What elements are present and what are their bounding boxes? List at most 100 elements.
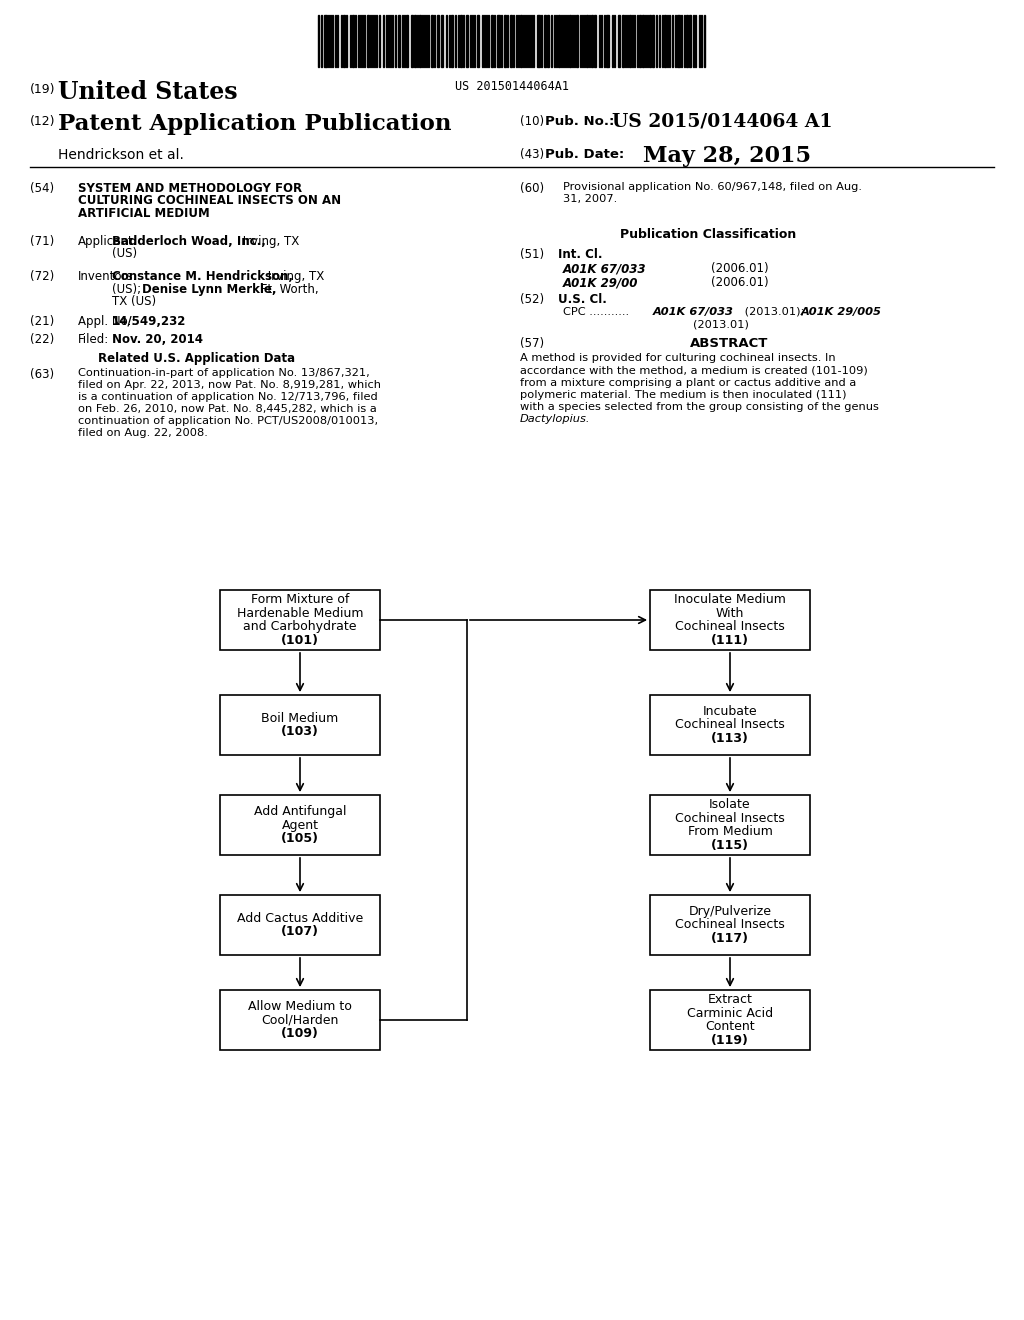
Text: from a mixture comprising a plant or cactus additive and a: from a mixture comprising a plant or cac… bbox=[520, 378, 856, 388]
Text: Content: Content bbox=[706, 1020, 755, 1034]
Text: (113): (113) bbox=[711, 733, 749, 744]
Text: United States: United States bbox=[58, 81, 238, 104]
Bar bbox=[414, 15, 416, 67]
Text: US 20150144064A1: US 20150144064A1 bbox=[455, 81, 569, 92]
Bar bbox=[642, 15, 644, 67]
Bar bbox=[652, 15, 654, 67]
Text: TX (US): TX (US) bbox=[112, 294, 156, 308]
Text: Irving, TX: Irving, TX bbox=[239, 235, 299, 248]
Text: (22): (22) bbox=[30, 333, 54, 346]
Bar bbox=[650, 795, 810, 855]
Bar bbox=[594, 15, 596, 67]
Text: A01K 67/033: A01K 67/033 bbox=[563, 261, 646, 275]
Text: A01K 29/00: A01K 29/00 bbox=[563, 276, 638, 289]
Text: Hendrickson et al.: Hendrickson et al. bbox=[58, 148, 184, 162]
Text: Applicant:: Applicant: bbox=[78, 235, 137, 248]
Bar bbox=[520, 15, 522, 67]
Text: Cochineal Insects: Cochineal Insects bbox=[675, 718, 784, 731]
Bar bbox=[618, 15, 620, 67]
Text: 31, 2007.: 31, 2007. bbox=[563, 194, 617, 205]
Text: Hardenable Medium: Hardenable Medium bbox=[237, 607, 364, 620]
Text: on Feb. 26, 2010, now Pat. No. 8,445,282, which is a: on Feb. 26, 2010, now Pat. No. 8,445,282… bbox=[78, 404, 377, 414]
Text: (63): (63) bbox=[30, 368, 54, 381]
Bar bbox=[547, 15, 549, 67]
Text: CULTURING COCHINEAL INSECTS ON AN: CULTURING COCHINEAL INSECTS ON AN bbox=[78, 194, 341, 207]
Text: (19): (19) bbox=[30, 83, 55, 96]
Text: (117): (117) bbox=[711, 932, 749, 945]
Text: (101): (101) bbox=[281, 634, 319, 647]
Text: Inventors:: Inventors: bbox=[78, 271, 137, 282]
Text: Denise Lynn Merkle,: Denise Lynn Merkle, bbox=[142, 282, 276, 296]
Text: (2013.01);: (2013.01); bbox=[741, 308, 808, 317]
Text: Form Mixture of: Form Mixture of bbox=[251, 593, 349, 606]
Bar bbox=[591, 15, 593, 67]
Bar bbox=[649, 15, 651, 67]
Bar bbox=[398, 15, 400, 67]
Text: (111): (111) bbox=[711, 634, 749, 647]
Text: Irving, TX: Irving, TX bbox=[264, 271, 325, 282]
Bar bbox=[650, 990, 810, 1049]
Text: From Medium: From Medium bbox=[687, 825, 772, 838]
Text: (43): (43) bbox=[520, 148, 544, 161]
Text: Boil Medium: Boil Medium bbox=[261, 711, 339, 725]
Bar bbox=[220, 895, 380, 954]
Bar bbox=[650, 895, 810, 954]
Bar bbox=[220, 990, 380, 1049]
Text: (US);: (US); bbox=[112, 282, 144, 296]
Text: Cochineal Insects: Cochineal Insects bbox=[675, 620, 784, 634]
Text: Add Antifungal: Add Antifungal bbox=[254, 805, 346, 818]
Text: Isolate: Isolate bbox=[710, 799, 751, 812]
Bar bbox=[606, 15, 609, 67]
Text: and Carbohydrate: and Carbohydrate bbox=[244, 620, 356, 634]
Bar bbox=[441, 15, 443, 67]
Bar bbox=[451, 15, 453, 67]
Text: (119): (119) bbox=[711, 1034, 749, 1047]
Bar bbox=[586, 15, 588, 67]
Text: Appl. No.:: Appl. No.: bbox=[78, 315, 135, 327]
Text: Dactylopius.: Dactylopius. bbox=[520, 414, 591, 425]
Text: (51): (51) bbox=[520, 248, 544, 261]
Text: May 28, 2015: May 28, 2015 bbox=[643, 145, 811, 168]
Text: (21): (21) bbox=[30, 315, 54, 327]
Text: A01K 29/005: A01K 29/005 bbox=[801, 308, 882, 317]
Text: ABSTRACT: ABSTRACT bbox=[690, 337, 768, 350]
Bar bbox=[406, 15, 408, 67]
Bar bbox=[689, 15, 691, 67]
Bar bbox=[510, 15, 512, 67]
Text: Inoculate Medium: Inoculate Medium bbox=[674, 593, 786, 606]
Bar bbox=[466, 15, 468, 67]
Text: U.S. Cl.: U.S. Cl. bbox=[558, 293, 607, 306]
Text: (2006.01): (2006.01) bbox=[711, 261, 769, 275]
Bar bbox=[664, 15, 666, 67]
Text: is a continuation of application No. 12/713,796, filed: is a continuation of application No. 12/… bbox=[78, 392, 378, 403]
Text: Nov. 20, 2014: Nov. 20, 2014 bbox=[112, 333, 203, 346]
Text: SYSTEM AND METHODOLOGY FOR: SYSTEM AND METHODOLOGY FOR bbox=[78, 182, 302, 195]
Bar bbox=[411, 15, 413, 67]
Text: Patent Application Publication: Patent Application Publication bbox=[58, 114, 452, 135]
Text: Filed:: Filed: bbox=[78, 333, 110, 346]
Text: Continuation-in-part of application No. 13/867,321,: Continuation-in-part of application No. … bbox=[78, 368, 370, 378]
Text: 14/549,232: 14/549,232 bbox=[112, 315, 186, 327]
Text: (72): (72) bbox=[30, 271, 54, 282]
Text: US 2015/0144064 A1: US 2015/0144064 A1 bbox=[612, 112, 833, 129]
Text: Ft. Worth,: Ft. Worth, bbox=[257, 282, 318, 296]
Bar bbox=[477, 15, 479, 67]
Text: Cochineal Insects: Cochineal Insects bbox=[675, 812, 784, 825]
Text: Int. Cl.: Int. Cl. bbox=[558, 248, 602, 261]
Text: Extract: Extract bbox=[708, 993, 753, 1006]
Bar bbox=[650, 590, 810, 649]
Bar bbox=[352, 15, 354, 67]
Bar bbox=[220, 696, 380, 755]
Text: (71): (71) bbox=[30, 235, 54, 248]
Text: CPC ...........: CPC ........... bbox=[563, 308, 629, 317]
Text: (109): (109) bbox=[281, 1027, 318, 1040]
Bar bbox=[497, 15, 500, 67]
Bar bbox=[544, 15, 546, 67]
Bar bbox=[629, 15, 631, 67]
Text: accordance with the method, a medium is created (101-109): accordance with the method, a medium is … bbox=[520, 366, 867, 375]
Text: Pub. Date:: Pub. Date: bbox=[545, 148, 625, 161]
Text: Pub. No.:: Pub. No.: bbox=[545, 115, 614, 128]
Text: (105): (105) bbox=[281, 832, 319, 845]
Text: Add Cactus Additive: Add Cactus Additive bbox=[237, 912, 364, 925]
Text: Related U.S. Application Data: Related U.S. Application Data bbox=[98, 352, 295, 366]
